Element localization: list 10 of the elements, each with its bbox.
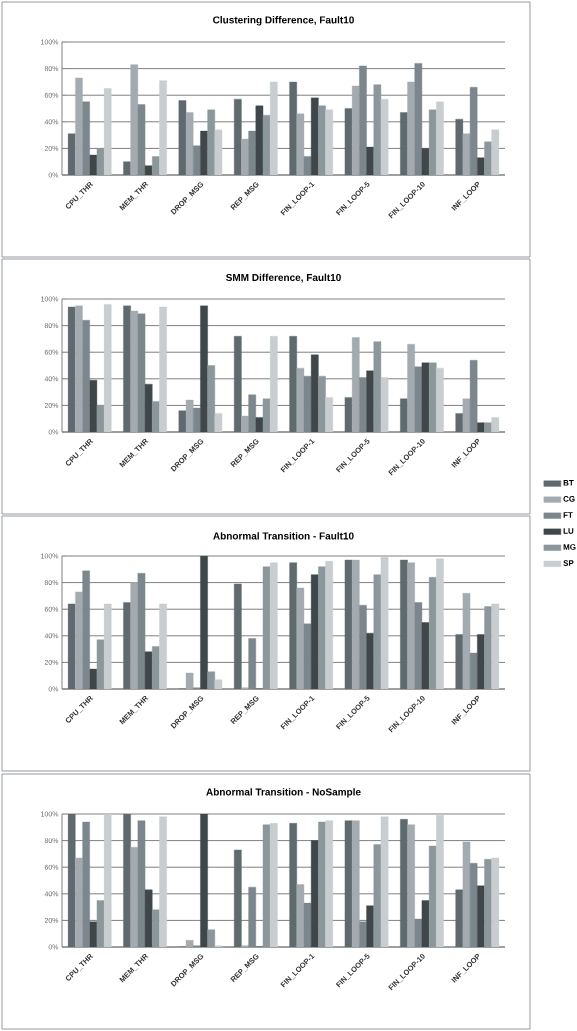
legend-label: FT [563,512,573,518]
legend-label: BT [563,480,574,486]
chart-title: Abnormal Transition - Fault10 [213,532,354,540]
chart-title: SMM Difference, Fault10 [225,273,341,283]
chart-title: Clustering Difference, Fault10 [213,16,354,26]
chart-title: Abnormal Transition - NoSample [206,788,361,798]
legend-label: MG [563,544,576,550]
legend-label: CG [563,496,575,502]
legend-label: SP [563,560,574,566]
legend-label: LU [563,528,574,534]
